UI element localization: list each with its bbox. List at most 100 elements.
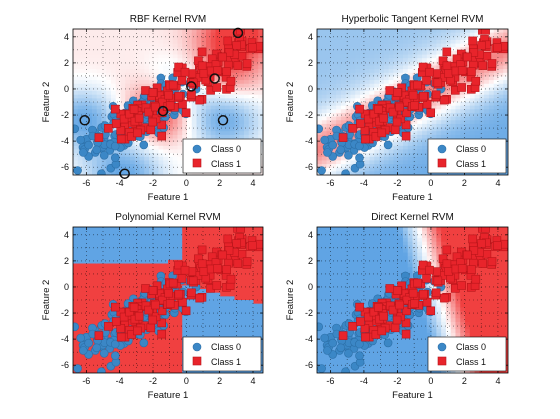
- x-axis-label: Feature 1: [392, 390, 433, 401]
- point-class-1: [482, 51, 492, 61]
- point-class-1: [356, 119, 365, 128]
- point-class-1: [431, 288, 441, 298]
- point-class-1: [133, 326, 142, 336]
- point-class-0: [323, 346, 332, 355]
- y-tick-label: -6: [61, 360, 69, 370]
- x-tick-label: -2: [393, 376, 401, 386]
- point-class-1: [426, 108, 436, 118]
- point-class-1: [248, 43, 257, 52]
- x-tick-label: 4: [250, 376, 255, 386]
- point-class-1: [457, 281, 466, 290]
- panel-title: Direct Kernel RVM: [371, 212, 454, 223]
- point-class-1: [212, 83, 222, 92]
- axes-frame: [72, 226, 264, 374]
- point-class-1: [477, 239, 486, 248]
- point-class-1: [187, 288, 196, 298]
- axes-frame: [72, 28, 264, 176]
- point-class-1: [141, 86, 150, 95]
- point-class-1: [444, 267, 453, 276]
- y-tick-label: 2: [64, 58, 69, 68]
- y-tick-label: 4: [64, 230, 69, 240]
- point-class-1: [94, 331, 104, 340]
- point-class-1: [157, 329, 166, 339]
- point-class-1: [419, 289, 428, 299]
- point-class-0: [92, 145, 101, 155]
- point-class-0: [344, 151, 353, 160]
- point-class-1: [232, 239, 241, 248]
- point-class-1: [393, 88, 402, 97]
- x-tick-label: -2: [393, 178, 401, 188]
- y-tick-label: 4: [308, 230, 313, 240]
- point-class-1: [148, 88, 158, 97]
- x-tick-label: 2: [462, 178, 467, 188]
- point-class-1: [385, 86, 395, 95]
- point-class-1: [111, 317, 121, 326]
- legend-label-class-0: Class 0: [456, 144, 486, 154]
- point-class-1: [151, 102, 160, 112]
- point-class-1: [233, 61, 243, 70]
- point-class-1: [374, 302, 383, 312]
- point-class-1: [197, 245, 207, 255]
- point-class-0: [97, 169, 106, 175]
- point-class-1: [164, 288, 173, 298]
- axes-frame: [316, 226, 509, 374]
- point-class-1: [374, 105, 383, 114]
- point-class-1: [395, 300, 405, 310]
- panel-rbf: -6 -4 -2 0 2 4 -6 -4 -2 0 2 4 RBF Kernel RVM Feature …: [41, 14, 264, 203]
- point-class-1: [462, 52, 472, 62]
- point-class-0: [320, 333, 330, 343]
- point-class-1: [392, 117, 402, 127]
- point-class-1: [426, 306, 436, 316]
- point-class-1: [401, 131, 411, 141]
- point-class-0: [341, 169, 350, 175]
- point-class-1: [168, 278, 178, 288]
- point-class-1: [168, 80, 178, 90]
- x-tick-label: -4: [360, 376, 368, 386]
- x-tick-label: 2: [217, 376, 222, 386]
- x-tick-label: -2: [149, 376, 157, 386]
- point-class-1: [104, 321, 113, 331]
- legend-marker-class-1: [437, 356, 447, 366]
- point-class-1: [402, 306, 411, 316]
- point-class-1: [146, 125, 156, 135]
- point-class-1: [440, 293, 449, 303]
- point-class-0: [84, 140, 93, 150]
- y-tick-label: -6: [305, 360, 313, 370]
- y-tick-label: -6: [305, 162, 313, 172]
- point-class-0: [76, 333, 85, 343]
- point-class-1: [187, 90, 196, 100]
- y-tick-label: -6: [61, 162, 69, 172]
- panel-linear: -6 -4 -2 0 2 4 -6 -4 -2 0 2 4 Direct Kernel RVM Featu…: [285, 212, 509, 401]
- x-tick-label: 4: [495, 178, 500, 188]
- point-class-1: [468, 234, 477, 244]
- point-class-1: [177, 274, 187, 283]
- point-class-0: [317, 166, 326, 175]
- point-class-1: [174, 91, 184, 101]
- legend-label-class-1: Class 1: [211, 159, 241, 169]
- point-class-1: [377, 128, 387, 138]
- y-tick-label: 2: [308, 256, 313, 266]
- point-class-1: [188, 276, 198, 286]
- y-tick-label: 2: [308, 58, 313, 68]
- point-class-1: [442, 61, 452, 71]
- x-tick-label: 2: [217, 178, 222, 188]
- point-class-1: [395, 102, 405, 112]
- point-class-1: [355, 302, 364, 312]
- point-class-1: [111, 119, 121, 128]
- point-class-1: [164, 90, 173, 100]
- x-tick-label: -6: [82, 178, 90, 188]
- x-tick-label: 0: [184, 376, 189, 386]
- point-class-1: [116, 126, 125, 135]
- point-class-1: [422, 76, 431, 85]
- x-tick-label: -6: [326, 376, 334, 386]
- point-class-0: [336, 343, 346, 353]
- point-class-0: [317, 364, 326, 373]
- point-class-1: [157, 318, 166, 328]
- point-class-1: [385, 284, 395, 293]
- point-class-1: [500, 239, 508, 249]
- point-class-1: [157, 306, 167, 316]
- point-class-1: [487, 257, 497, 266]
- legend-box: [182, 336, 262, 372]
- legend-marker-class-0: [192, 144, 202, 154]
